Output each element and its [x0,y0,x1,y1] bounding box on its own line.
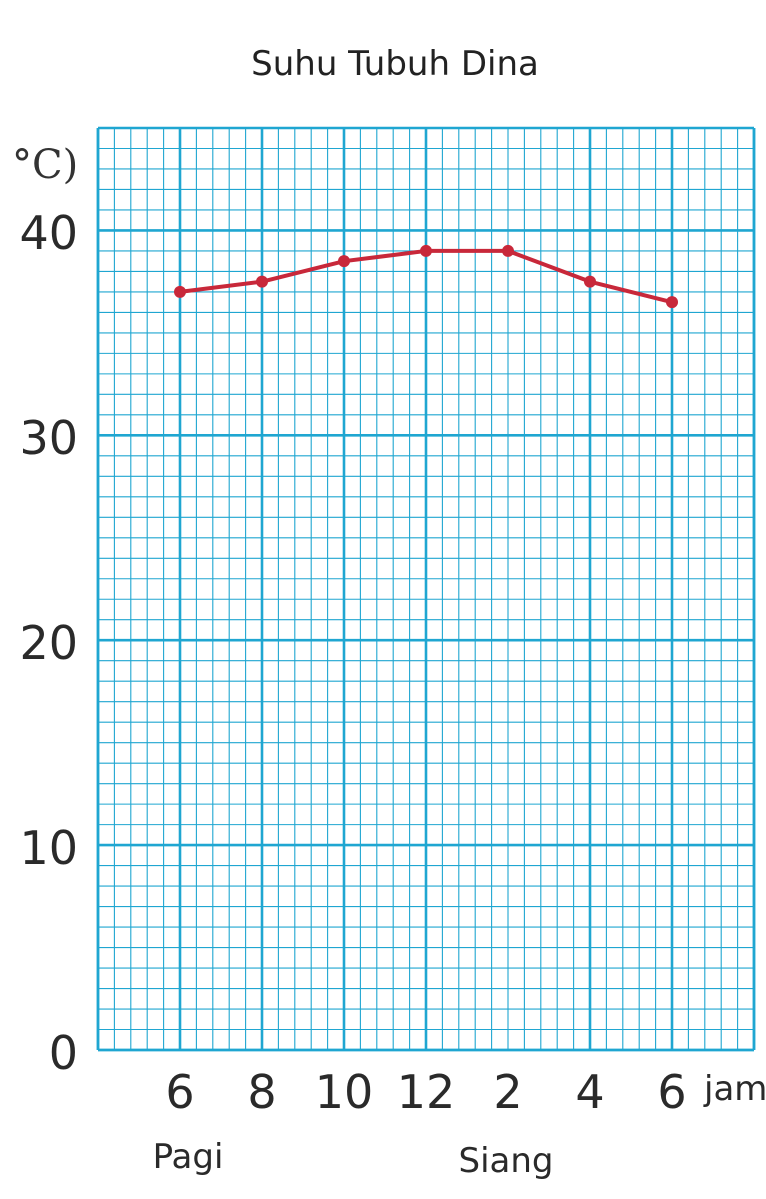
data-point [420,244,432,257]
x-tick-label: 8 [247,1065,276,1119]
y-axis-unit-label: °C) [12,142,78,188]
annotation-siang: Siang [459,1141,554,1181]
y-tick-label: 30 [19,411,78,465]
x-tick-label: 6 [165,1065,194,1119]
x-tick-label: 2 [493,1065,522,1119]
x-tick-label: 4 [575,1065,604,1119]
x-tick-label: 10 [315,1065,374,1119]
y-tick-label: 40 [19,206,78,260]
data-point [174,285,186,298]
y-axis: °C) 0 10 20 30 40 [12,142,78,1080]
data-point [338,255,350,268]
y-tick-label: 20 [19,616,78,670]
x-tick-label: 12 [397,1065,456,1119]
chart-title: Suhu Tubuh Dina [251,44,539,84]
x-axis: 6 8 10 12 2 4 6 jam Pagi Siang [153,1065,766,1181]
y-tick-label: 10 [19,821,78,875]
grid [96,126,756,1052]
data-point [584,275,596,288]
x-tick-label: 6 [657,1065,686,1119]
y-tick-label: 0 [49,1026,78,1080]
annotation-pagi: Pagi [153,1137,224,1177]
data-point [502,244,514,257]
data-point [666,296,678,309]
series [174,244,678,309]
data-point [256,275,268,288]
x-axis-unit-label: jam [703,1069,766,1109]
